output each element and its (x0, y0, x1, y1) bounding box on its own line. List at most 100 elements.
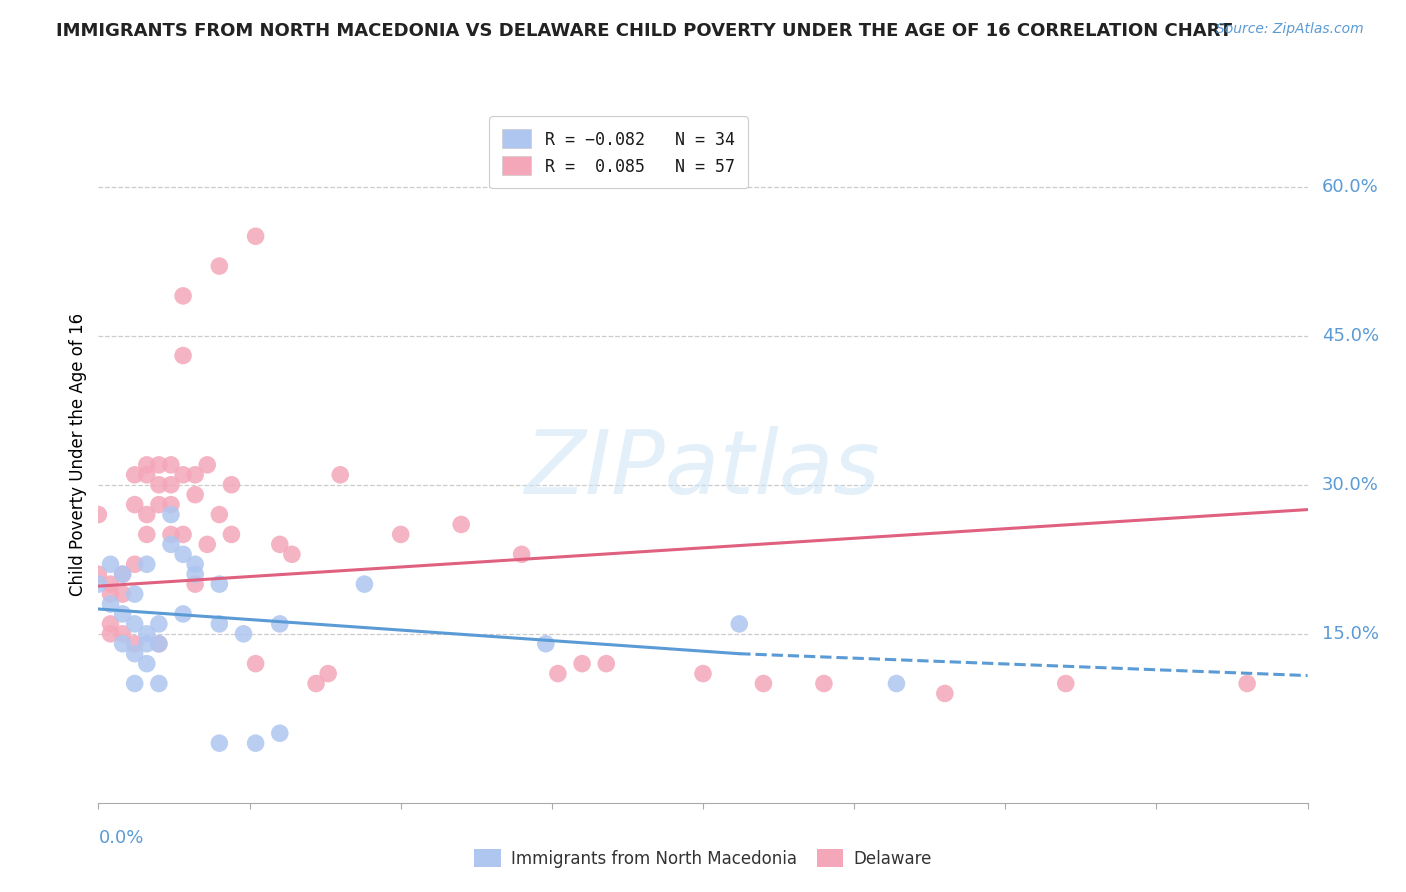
Point (595, 657, 617, 671)
Point (269, 616, 291, 631)
Point (148, 637, 170, 651)
Point (208, 259, 231, 273)
Point (269, 726, 291, 740)
Text: ZIPatlas: ZIPatlas (526, 425, 880, 512)
Legend: Immigrants from North Macedonia, Delaware: Immigrants from North Macedonia, Delawar… (467, 842, 939, 874)
Point (450, 517, 472, 532)
Point (172, 289, 194, 303)
Point (353, 577, 375, 591)
Point (148, 458, 170, 472)
Point (135, 657, 157, 671)
Point (245, 736, 267, 750)
Point (728, 616, 751, 631)
Point (208, 577, 231, 591)
Point (124, 558, 146, 572)
Point (135, 458, 157, 472)
Point (111, 587, 134, 601)
Point (813, 676, 835, 690)
Point (111, 607, 134, 621)
Point (195, 537, 218, 551)
Point (305, 676, 328, 690)
Point (135, 508, 157, 522)
Point (172, 467, 194, 482)
Point (135, 527, 157, 541)
Point (135, 627, 157, 641)
Point (571, 657, 593, 671)
Point (160, 508, 183, 522)
Point (934, 686, 956, 700)
Point (208, 616, 231, 631)
Point (87, 508, 110, 522)
Point (184, 567, 207, 582)
Point (160, 498, 183, 512)
Text: 0.0%: 0.0% (98, 830, 143, 847)
Point (329, 467, 352, 482)
Point (148, 637, 170, 651)
Point (1054, 676, 1077, 690)
Point (124, 498, 146, 512)
Point (281, 547, 304, 561)
Point (389, 527, 412, 541)
Point (208, 736, 231, 750)
Text: IMMIGRANTS FROM NORTH MACEDONIA VS DELAWARE CHILD POVERTY UNDER THE AGE OF 16 CO: IMMIGRANTS FROM NORTH MACEDONIA VS DELAW… (56, 22, 1232, 40)
Point (160, 537, 183, 551)
Point (195, 458, 218, 472)
Point (111, 567, 134, 582)
Point (752, 676, 775, 690)
Point (172, 527, 194, 541)
Point (184, 467, 207, 482)
Point (124, 587, 146, 601)
Point (124, 467, 146, 482)
Point (172, 547, 194, 561)
Point (160, 458, 183, 472)
Point (184, 577, 207, 591)
Point (886, 676, 908, 690)
Text: 60.0%: 60.0% (1322, 178, 1379, 195)
Point (124, 676, 146, 690)
Point (316, 666, 339, 681)
Point (172, 607, 194, 621)
Point (87, 577, 110, 591)
Point (692, 666, 714, 681)
Y-axis label: Child Poverty Under the Age of 16: Child Poverty Under the Age of 16 (69, 313, 87, 597)
Point (87, 567, 110, 582)
Point (124, 637, 146, 651)
Point (135, 467, 157, 482)
Point (160, 527, 183, 541)
Point (160, 477, 183, 491)
Point (269, 537, 291, 551)
Point (184, 488, 207, 502)
Point (245, 657, 267, 671)
Point (111, 637, 134, 651)
Point (100, 597, 122, 611)
Point (148, 498, 170, 512)
Text: 30.0%: 30.0% (1322, 475, 1379, 494)
Point (184, 558, 207, 572)
Point (547, 666, 569, 681)
Point (232, 627, 254, 641)
Point (124, 616, 146, 631)
Point (135, 558, 157, 572)
Point (148, 616, 170, 631)
Point (111, 627, 134, 641)
Text: Source: ZipAtlas.com: Source: ZipAtlas.com (1216, 22, 1364, 37)
Point (111, 567, 134, 582)
Text: 45.0%: 45.0% (1322, 326, 1379, 344)
Text: 15.0%: 15.0% (1322, 624, 1379, 643)
Point (100, 616, 122, 631)
Point (100, 587, 122, 601)
Point (100, 558, 122, 572)
Point (208, 508, 231, 522)
Point (148, 676, 170, 690)
Point (510, 547, 533, 561)
Point (100, 627, 122, 641)
Point (221, 527, 243, 541)
Point (124, 647, 146, 661)
Point (245, 229, 267, 244)
Point (135, 637, 157, 651)
Point (221, 477, 243, 491)
Point (1236, 676, 1258, 690)
Point (534, 637, 557, 651)
Point (172, 349, 194, 363)
Point (100, 577, 122, 591)
